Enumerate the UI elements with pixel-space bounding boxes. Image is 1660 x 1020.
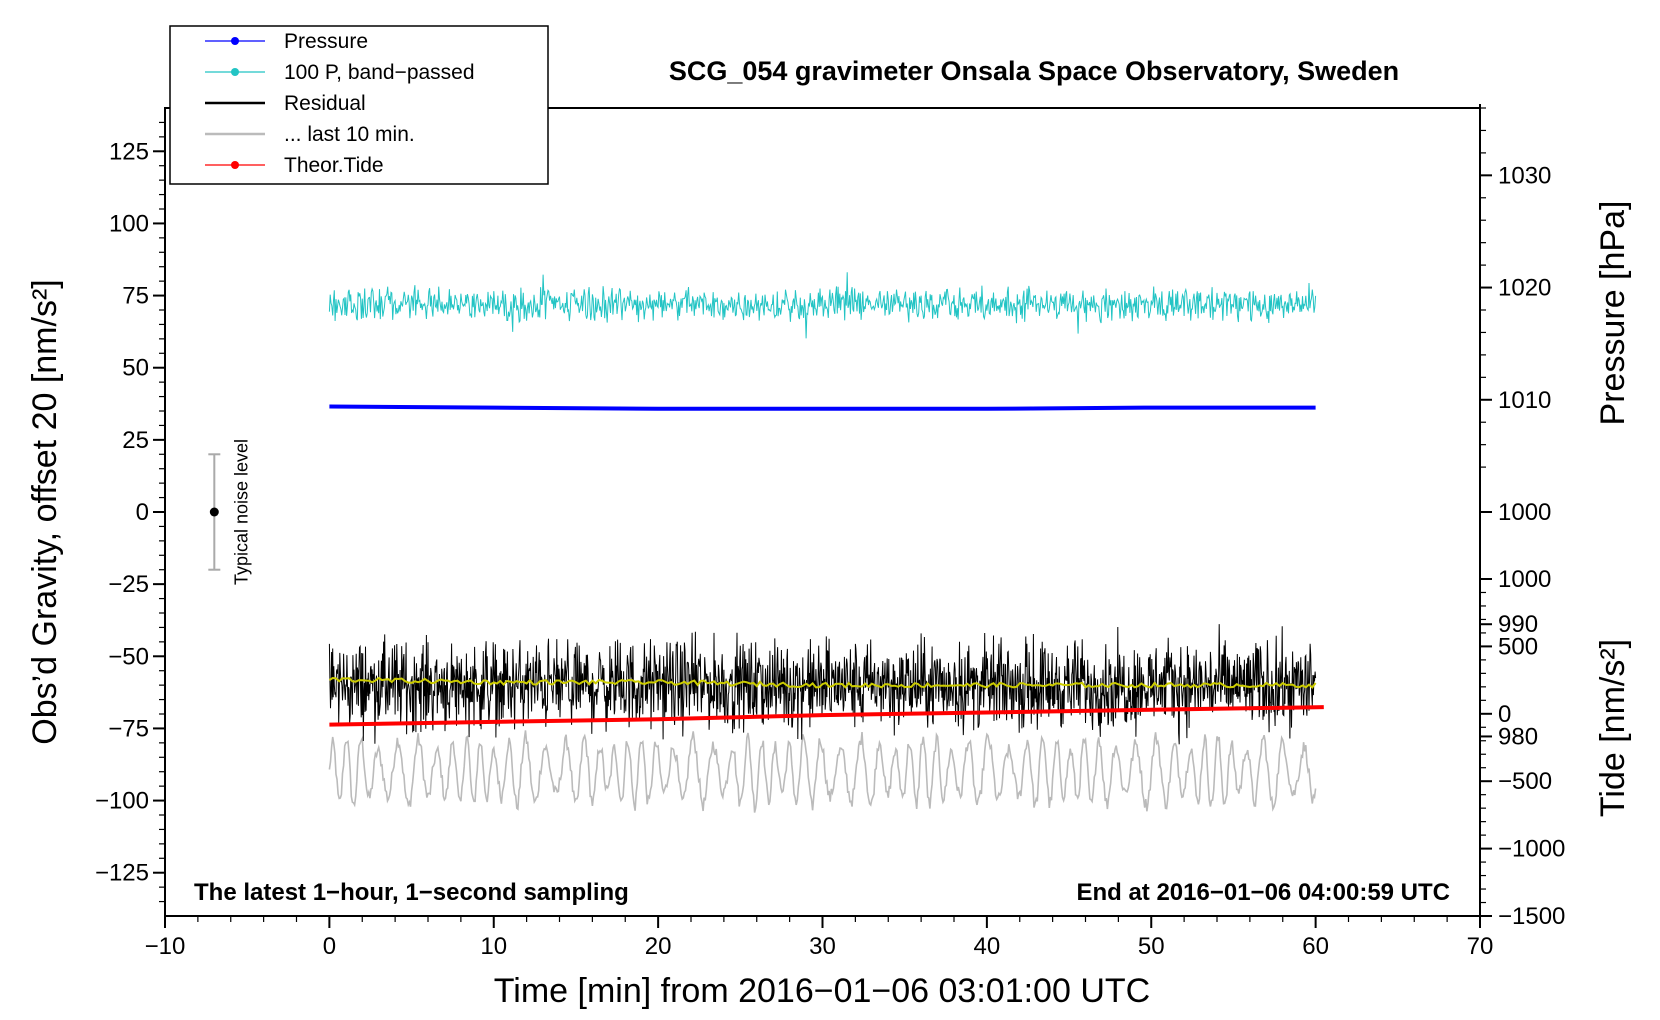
y-pressure-tick-label: 1030 [1498,162,1551,189]
note-sampling: The latest 1−hour, 1−second sampling [194,879,629,906]
x-tick-label: 70 [1467,933,1494,960]
y-axis-title-left: Obs’d Gravity, offset 20 [nm/s²] [26,279,64,744]
legend-label: Theor.Tide [284,154,384,177]
y-axis-title-tide: Tide [nm/s²] [1594,639,1632,817]
note-end-time: End at 2016−01−06 04:00:59 UTC [1076,879,1450,906]
y-left-tick-label: −100 [95,788,149,815]
x-axis-title: Time [min] from 2016−01−06 03:01:00 UTC [494,972,1150,1010]
axes-layer: −10 0 10 20 30 40 50 60 701251007550250−25−50−75… [95,104,1565,960]
series-theoretical-tide [329,705,1324,727]
legend-label: 100 P, band−passed [284,61,475,84]
y-pressure-tick-label: 1010 [1498,387,1551,414]
legend-marker [231,37,239,45]
y-pressure-tick-label: 1000 [1498,499,1551,526]
y-pressure-tick-label: 980 [1498,723,1538,750]
x-tick-label: 30 [809,933,836,960]
y-left-tick-label: −50 [108,643,149,670]
y-tide-tick-label: 500 [1498,633,1538,660]
noise-level-label: Typical noise level [231,439,251,585]
y-left-tick-label: 75 [122,283,149,310]
y-left-tick-label: 100 [109,210,149,237]
y-left-tick-label: 25 [122,427,149,454]
y-left-tick-label: 50 [122,355,149,382]
y-tide-tick-label: −1000 [1498,836,1565,863]
x-tick-label: 60 [1302,933,1329,960]
legend: Pressure 100 P, band−passed Residual ... la… [169,25,549,185]
y-tide-tick-label: 0 [1498,701,1511,728]
legend-item: 100 P, band−passed [205,61,475,84]
y-left-tick-label: 0 [136,499,149,526]
y-left-tick-label: −25 [108,571,149,598]
noise-center-dot [209,507,219,517]
legend-item: ... last 10 min. [205,123,415,146]
x-tick-label: 10 [480,933,507,960]
chart-title: SCG_054 gravimeter Onsala Space Observat… [669,56,1399,86]
noise-level-indicator: Typical noise level [208,439,251,585]
legend-item: Residual [205,92,366,115]
x-tick-label: 50 [1138,933,1165,960]
y-tide-tick-label: 1000 [1498,566,1551,593]
series-last-10-min [328,730,1317,813]
y-left-tick-label: 125 [109,138,149,165]
y-tide-tick-label: −1500 [1498,903,1565,930]
y-left-tick-label: −75 [108,715,149,742]
x-tick-label: 20 [645,933,672,960]
legend-item: Theor.Tide [205,154,384,177]
y-tide-tick-label: −500 [1498,768,1552,795]
y-pressure-tick-label: 990 [1498,611,1538,638]
series-layer [328,272,1324,813]
legend-label: ... last 10 min. [284,123,415,146]
legend-marker [231,161,239,169]
series-residual-smoothed [328,676,1317,689]
legend-label: Pressure [284,30,368,53]
series-pressure-bandpassed [328,272,1317,339]
series-residual [328,624,1317,745]
x-tick-label: 0 [323,933,336,960]
y-left-tick-label: −125 [95,860,149,887]
legend-marker [231,68,239,76]
series-pressure [329,404,1316,411]
y-pressure-tick-label: 1020 [1498,275,1551,302]
x-tick-label: 40 [974,933,1001,960]
legend-label: Residual [284,92,366,115]
legend-box [169,25,549,185]
y-axis-title-pressure: Pressure [hPa] [1594,201,1632,426]
legend-items: Pressure 100 P, band−passed Residual ... la… [205,30,475,177]
x-tick-label: −10 [145,933,186,960]
legend-item: Pressure [205,30,368,53]
